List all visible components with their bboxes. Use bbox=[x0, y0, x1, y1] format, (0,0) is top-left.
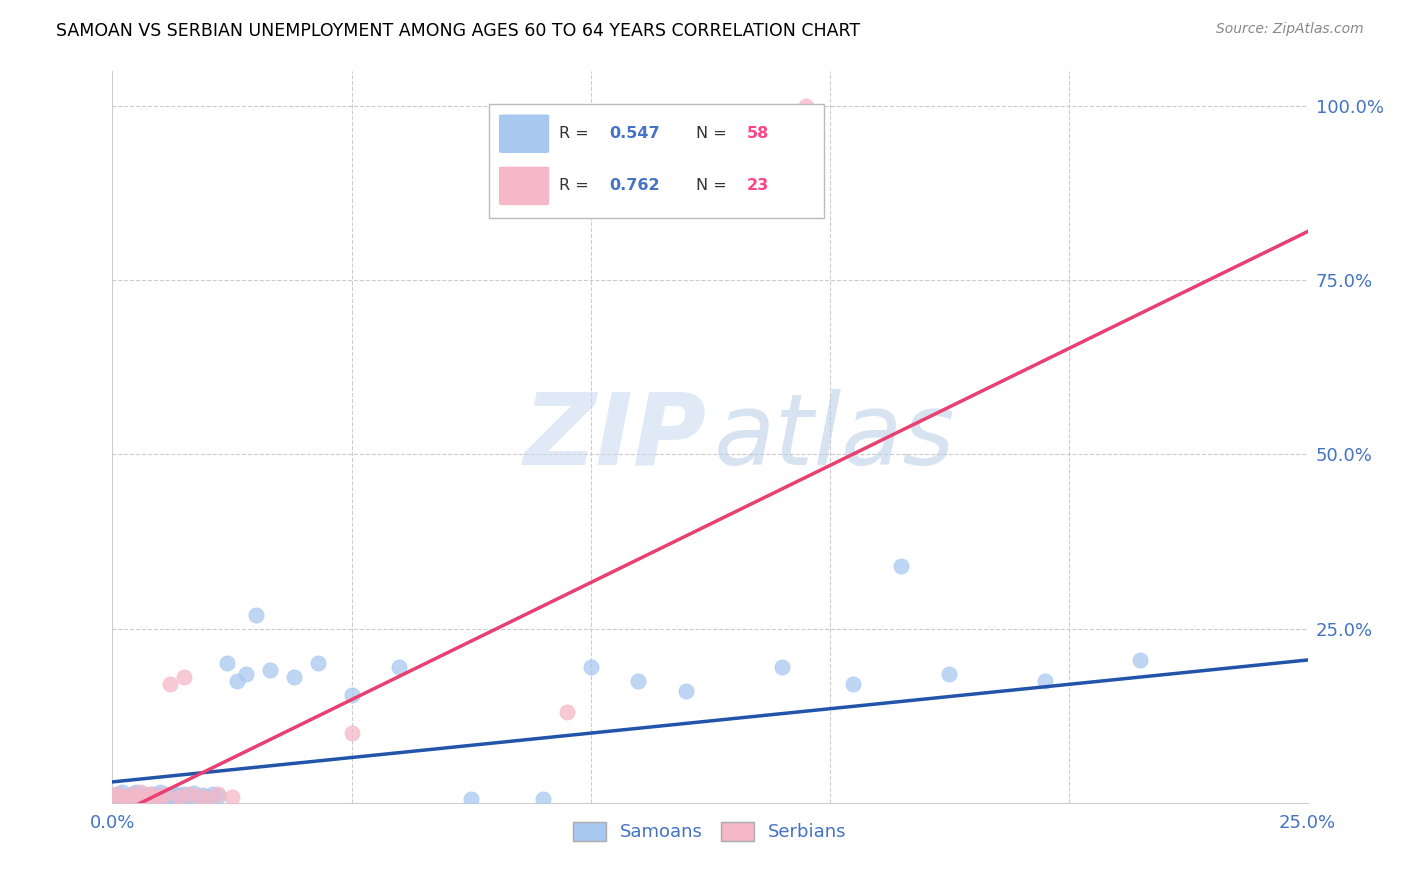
Point bbox=[531, 792, 554, 806]
Point bbox=[153, 788, 176, 802]
Point bbox=[169, 790, 191, 805]
Point bbox=[115, 789, 138, 803]
Point bbox=[163, 787, 186, 801]
Point bbox=[145, 788, 167, 802]
Point bbox=[193, 788, 215, 802]
Legend: Samoans, Serbians: Samoans, Serbians bbox=[567, 814, 853, 848]
Point bbox=[101, 789, 124, 803]
Point bbox=[105, 788, 128, 802]
Point bbox=[177, 788, 200, 802]
Point bbox=[159, 789, 181, 803]
Point bbox=[111, 785, 134, 799]
Point bbox=[794, 99, 817, 113]
Point bbox=[145, 789, 167, 803]
Text: ZIP: ZIP bbox=[523, 389, 706, 485]
Point bbox=[187, 789, 209, 803]
Text: SAMOAN VS SERBIAN UNEMPLOYMENT AMONG AGES 60 TO 64 YEARS CORRELATION CHART: SAMOAN VS SERBIAN UNEMPLOYMENT AMONG AGE… bbox=[56, 22, 860, 40]
Point bbox=[938, 667, 960, 681]
Point bbox=[177, 789, 200, 803]
Point bbox=[149, 785, 172, 799]
Point bbox=[283, 670, 305, 684]
Point bbox=[121, 790, 143, 805]
Point bbox=[149, 791, 172, 805]
Point bbox=[129, 788, 152, 802]
Point bbox=[173, 788, 195, 802]
Point bbox=[675, 684, 697, 698]
Point bbox=[139, 787, 162, 801]
Point bbox=[139, 788, 162, 802]
Point bbox=[129, 785, 152, 799]
Point bbox=[197, 790, 219, 805]
Point bbox=[169, 788, 191, 802]
Point bbox=[101, 790, 124, 805]
Point bbox=[627, 673, 650, 688]
Point bbox=[111, 791, 134, 805]
Point bbox=[217, 657, 239, 671]
Point bbox=[225, 673, 247, 688]
Point bbox=[153, 787, 176, 801]
Point bbox=[307, 657, 329, 671]
Point bbox=[207, 787, 229, 801]
Point bbox=[890, 558, 912, 573]
Point bbox=[105, 788, 128, 802]
Point bbox=[159, 791, 181, 805]
Point bbox=[105, 790, 128, 805]
Point bbox=[340, 688, 363, 702]
Point bbox=[183, 786, 205, 800]
Point bbox=[221, 789, 243, 804]
Point bbox=[121, 788, 143, 802]
Point bbox=[173, 670, 195, 684]
Point bbox=[129, 790, 152, 805]
Point bbox=[125, 789, 148, 804]
Point bbox=[207, 789, 229, 803]
Point bbox=[388, 660, 411, 674]
Point bbox=[555, 705, 578, 719]
Point bbox=[153, 790, 176, 805]
Point bbox=[245, 607, 267, 622]
Point bbox=[579, 660, 602, 674]
Point bbox=[121, 787, 143, 801]
Text: atlas: atlas bbox=[714, 389, 955, 485]
Point bbox=[173, 791, 195, 805]
Point bbox=[201, 787, 224, 801]
Point bbox=[169, 790, 191, 805]
Point bbox=[125, 785, 148, 799]
Point bbox=[1033, 673, 1056, 688]
Point bbox=[115, 792, 138, 806]
Point bbox=[842, 677, 865, 691]
Point bbox=[115, 791, 138, 805]
Point bbox=[163, 789, 186, 804]
Point bbox=[139, 789, 162, 804]
Point bbox=[135, 791, 157, 805]
Point bbox=[159, 677, 181, 691]
Point bbox=[1129, 653, 1152, 667]
Point bbox=[187, 789, 209, 804]
Point bbox=[135, 789, 157, 803]
Point bbox=[145, 791, 167, 805]
Point bbox=[770, 660, 793, 674]
Point bbox=[111, 789, 134, 803]
Point bbox=[460, 792, 482, 806]
Point bbox=[259, 664, 281, 678]
Point bbox=[125, 789, 148, 803]
Point bbox=[197, 791, 219, 805]
Point bbox=[235, 667, 257, 681]
Text: Source: ZipAtlas.com: Source: ZipAtlas.com bbox=[1216, 22, 1364, 37]
Point bbox=[149, 789, 172, 803]
Point bbox=[135, 790, 157, 805]
Point bbox=[340, 726, 363, 740]
